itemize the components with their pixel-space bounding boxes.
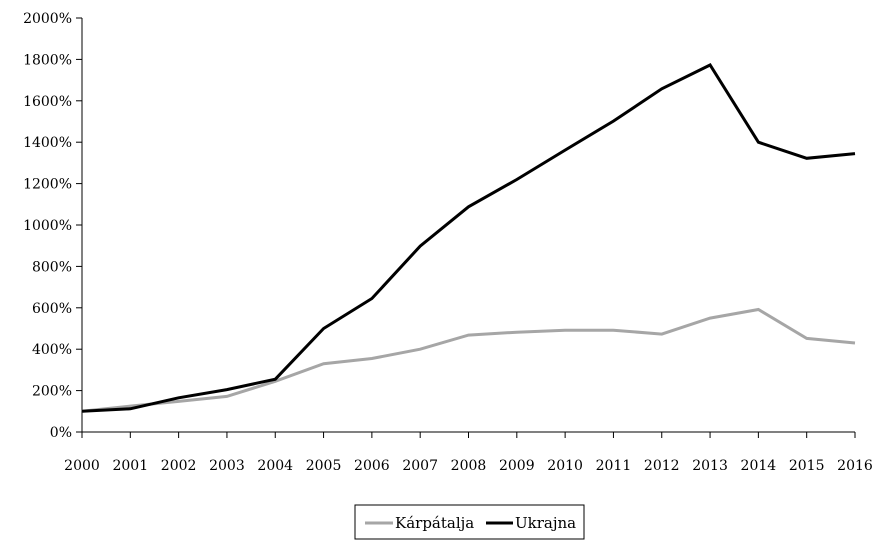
- x-tick-label: 2013: [692, 458, 728, 474]
- x-tick-label: 2003: [209, 458, 245, 474]
- series-line-ukrajna: [81, 63, 856, 413]
- x-tick-label: 2010: [547, 458, 583, 474]
- y-tick-label: 2000%: [23, 11, 72, 27]
- x-tick-label: 2012: [644, 458, 680, 474]
- y-tick-label: 1600%: [23, 94, 72, 110]
- y-tick-label: 400%: [32, 342, 72, 358]
- axes: 0% 200% 400% 600% 800% 1000% 1200% 1400% 1600% 18…: [23, 11, 873, 474]
- x-tick-label: 2005: [306, 458, 342, 474]
- series-line-karpatalja: [81, 307, 856, 413]
- y-tick-label: 1400%: [23, 135, 72, 151]
- legend-label: Ukrajna: [515, 514, 576, 532]
- x-tick-label: 2015: [789, 458, 825, 474]
- y-tick-label: 800%: [32, 259, 72, 275]
- x-tick-label: 2000: [64, 458, 100, 474]
- y-tick-label: 1000%: [23, 218, 72, 234]
- x-tick-label: 2008: [451, 458, 487, 474]
- y-tick-label: 0%: [50, 425, 72, 441]
- series-group: [81, 63, 856, 413]
- y-tick-label: 200%: [32, 384, 72, 400]
- x-tick-label: 2004: [257, 458, 293, 474]
- y-tick-label: 600%: [32, 301, 72, 317]
- x-tick-label: 2001: [112, 458, 148, 474]
- legend-box: [354, 504, 585, 540]
- x-tick-label: 2006: [354, 458, 390, 474]
- x-tick-label: 2016: [837, 458, 873, 474]
- legend: Kárpátalja Ukrajna: [354, 504, 585, 540]
- legend-label: Kárpátalja: [395, 514, 474, 532]
- y-tick-label: 1200%: [23, 177, 72, 193]
- x-tick-label: 2002: [161, 458, 197, 474]
- y-tick-label: 1800%: [23, 52, 72, 68]
- x-tick-label: 2011: [596, 458, 632, 474]
- x-tick-label: 2014: [741, 458, 777, 474]
- x-tick-label: 2009: [499, 458, 535, 474]
- x-tick-label: 2007: [402, 458, 438, 474]
